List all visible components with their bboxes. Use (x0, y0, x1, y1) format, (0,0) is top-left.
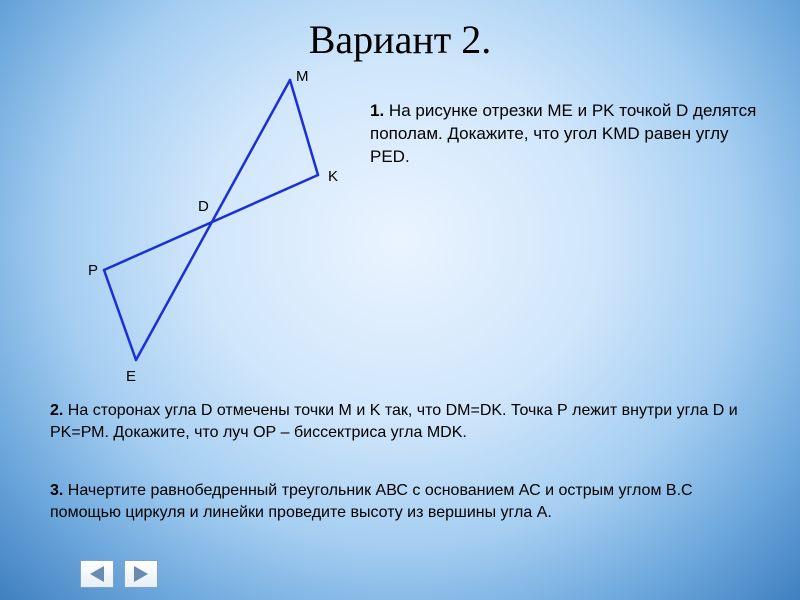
point-label-k: K (328, 168, 338, 185)
task-3-text: Начертите равнобедренный треугольник АВС… (50, 482, 693, 521)
point-label-m: M (296, 68, 309, 85)
arrow-right-icon (134, 566, 148, 582)
task-3: 3. Начертите равнобедренный треугольник … (50, 480, 750, 523)
geometry-diagram: MKDPE (90, 70, 350, 380)
nav-buttons (80, 560, 158, 588)
next-button[interactable] (124, 560, 158, 588)
point-label-p: P (88, 262, 98, 279)
task-2-number: 2. (50, 402, 63, 419)
point-label-d: D (198, 198, 209, 215)
task-1-number: 1. (370, 101, 384, 120)
prev-button[interactable] (80, 560, 114, 588)
task-1: 1. На рисунке отрезки МЕ и РK точкой D д… (370, 100, 770, 169)
task-1-text: На рисунке отрезки МЕ и РK точкой D деля… (370, 101, 756, 166)
task-2: 2. На сторонах угла D отмечены точки М и… (50, 400, 750, 443)
task-3-number: 3. (50, 482, 63, 499)
task-2-text: На сторонах угла D отмечены точки М и K … (50, 402, 738, 441)
page-title: Вариант 2. (0, 16, 800, 63)
point-label-e: E (126, 368, 136, 385)
arrow-left-icon (90, 566, 104, 582)
diagram-svg (90, 70, 350, 380)
